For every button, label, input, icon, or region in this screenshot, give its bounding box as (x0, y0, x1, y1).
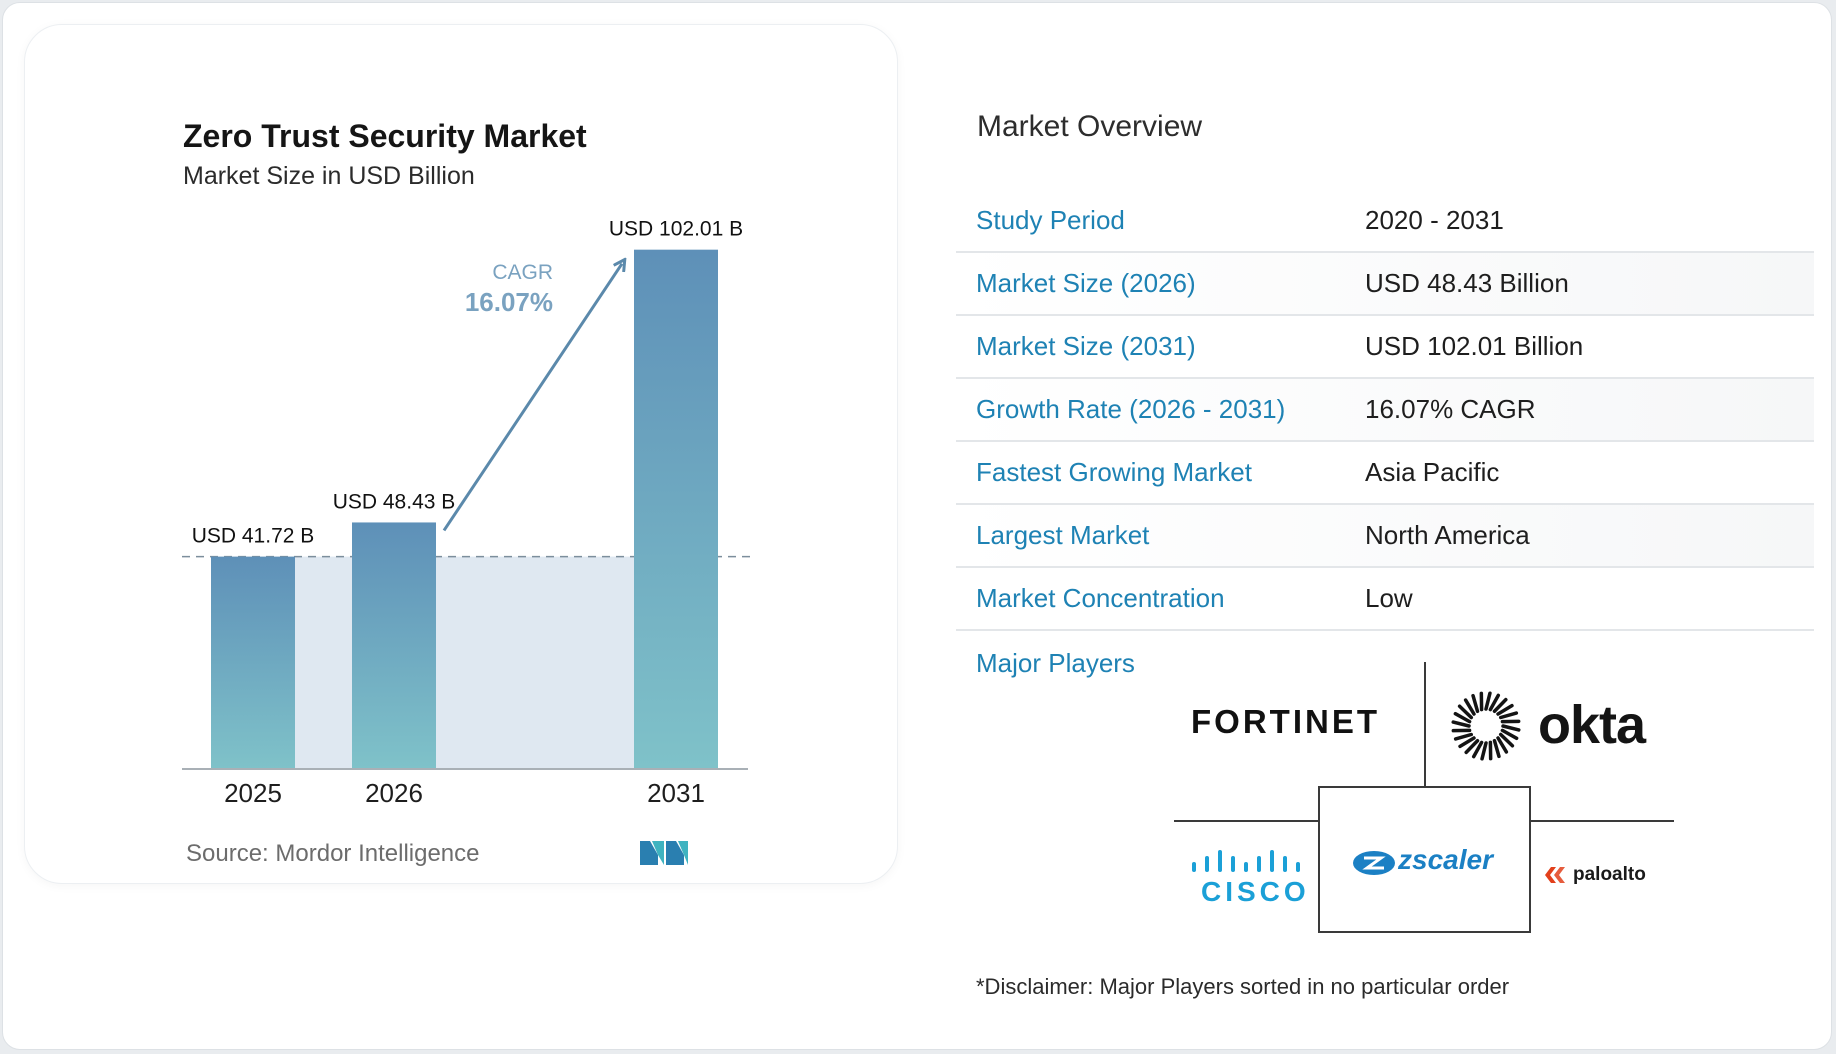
chart-title: Zero Trust Security Market (183, 118, 587, 154)
overview-value: 2020 - 2031 (1365, 205, 1504, 235)
x-tick-label: 2031 (647, 778, 705, 808)
overview-value: 16.07% CAGR (1365, 394, 1536, 424)
overview-label: Fastest Growing Market (976, 457, 1252, 487)
overview-table: Study Period 2020 - 2031 Market Size (20… (956, 190, 1814, 631)
overview-label: Market Size (2031) (976, 331, 1196, 361)
value-label: USD 102.01 B (609, 218, 743, 241)
overview-row: Market Size (2026) USD 48.43 Billion (956, 253, 1814, 316)
bar-2031 (634, 249, 718, 769)
value-label: USD 48.43 B (333, 490, 456, 513)
x-tick-label: 2026 (365, 778, 423, 808)
overview-label: Market Size (2026) (976, 268, 1196, 298)
bar-2025 (211, 556, 295, 769)
overview-value: North America (1365, 520, 1530, 550)
overview-row: Market Concentration Low (956, 568, 1814, 631)
fortinet-logo: FORTINET (1191, 703, 1380, 740)
overview-label: Study Period (976, 205, 1125, 235)
mordor-logo-icon (640, 841, 688, 865)
overview-label: Market Concentration (976, 583, 1225, 613)
source-name: Mordor Intelligence (275, 840, 480, 867)
chart-subtitle: Market Size in USD Billion (183, 162, 475, 190)
cagr-value: 16.07% (465, 287, 553, 317)
value-label: USD 41.72 B (192, 525, 315, 548)
bar-2026 (352, 522, 436, 769)
sunburst-icon (1451, 691, 1521, 761)
cisco-bars-icon (1192, 850, 1300, 872)
overview-label: Growth Rate (2026 - 2031) (976, 394, 1286, 424)
overview-value: Asia Pacific (1365, 457, 1500, 487)
zscaler-cloud-icon (1353, 851, 1395, 875)
overview-row: Largest Market North America (956, 505, 1814, 568)
overview-value: Low (1365, 583, 1413, 613)
paloalto-chevrons-icon (1545, 867, 1565, 883)
overview-value: USD 102.01 Billion (1365, 331, 1584, 361)
source-note: Source: Mordor Intelligence (186, 840, 480, 868)
players-title: Major Players (976, 648, 1135, 678)
overview-label: Largest Market (976, 520, 1150, 550)
overview-row: Market Size (2031) USD 102.01 Billion (956, 316, 1814, 379)
cisco-logo: CISCO (1201, 876, 1310, 907)
source-label: Source: (186, 840, 269, 867)
baseline-area (295, 556, 634, 769)
disclaimer-note: *Disclaimer: Major Players sorted in no … (976, 974, 1510, 999)
cagr-arrow (442, 264, 622, 532)
overview-row: Growth Rate (2026 - 2031) 16.07% CAGR (956, 379, 1814, 442)
x-tick-label: 2025 (224, 778, 282, 808)
cagr-label: CAGR (492, 261, 553, 284)
paloalto-logo: paloalto (1573, 864, 1646, 885)
overview-row: Fastest Growing Market Asia Pacific (956, 442, 1814, 505)
overview-row: Study Period 2020 - 2031 (956, 190, 1814, 253)
okta-logo: okta (1538, 695, 1646, 755)
overview-value: USD 48.43 Billion (1365, 268, 1569, 298)
overview-title: Market Overview (977, 110, 1203, 143)
zscaler-logo: zscaler (1398, 844, 1493, 875)
